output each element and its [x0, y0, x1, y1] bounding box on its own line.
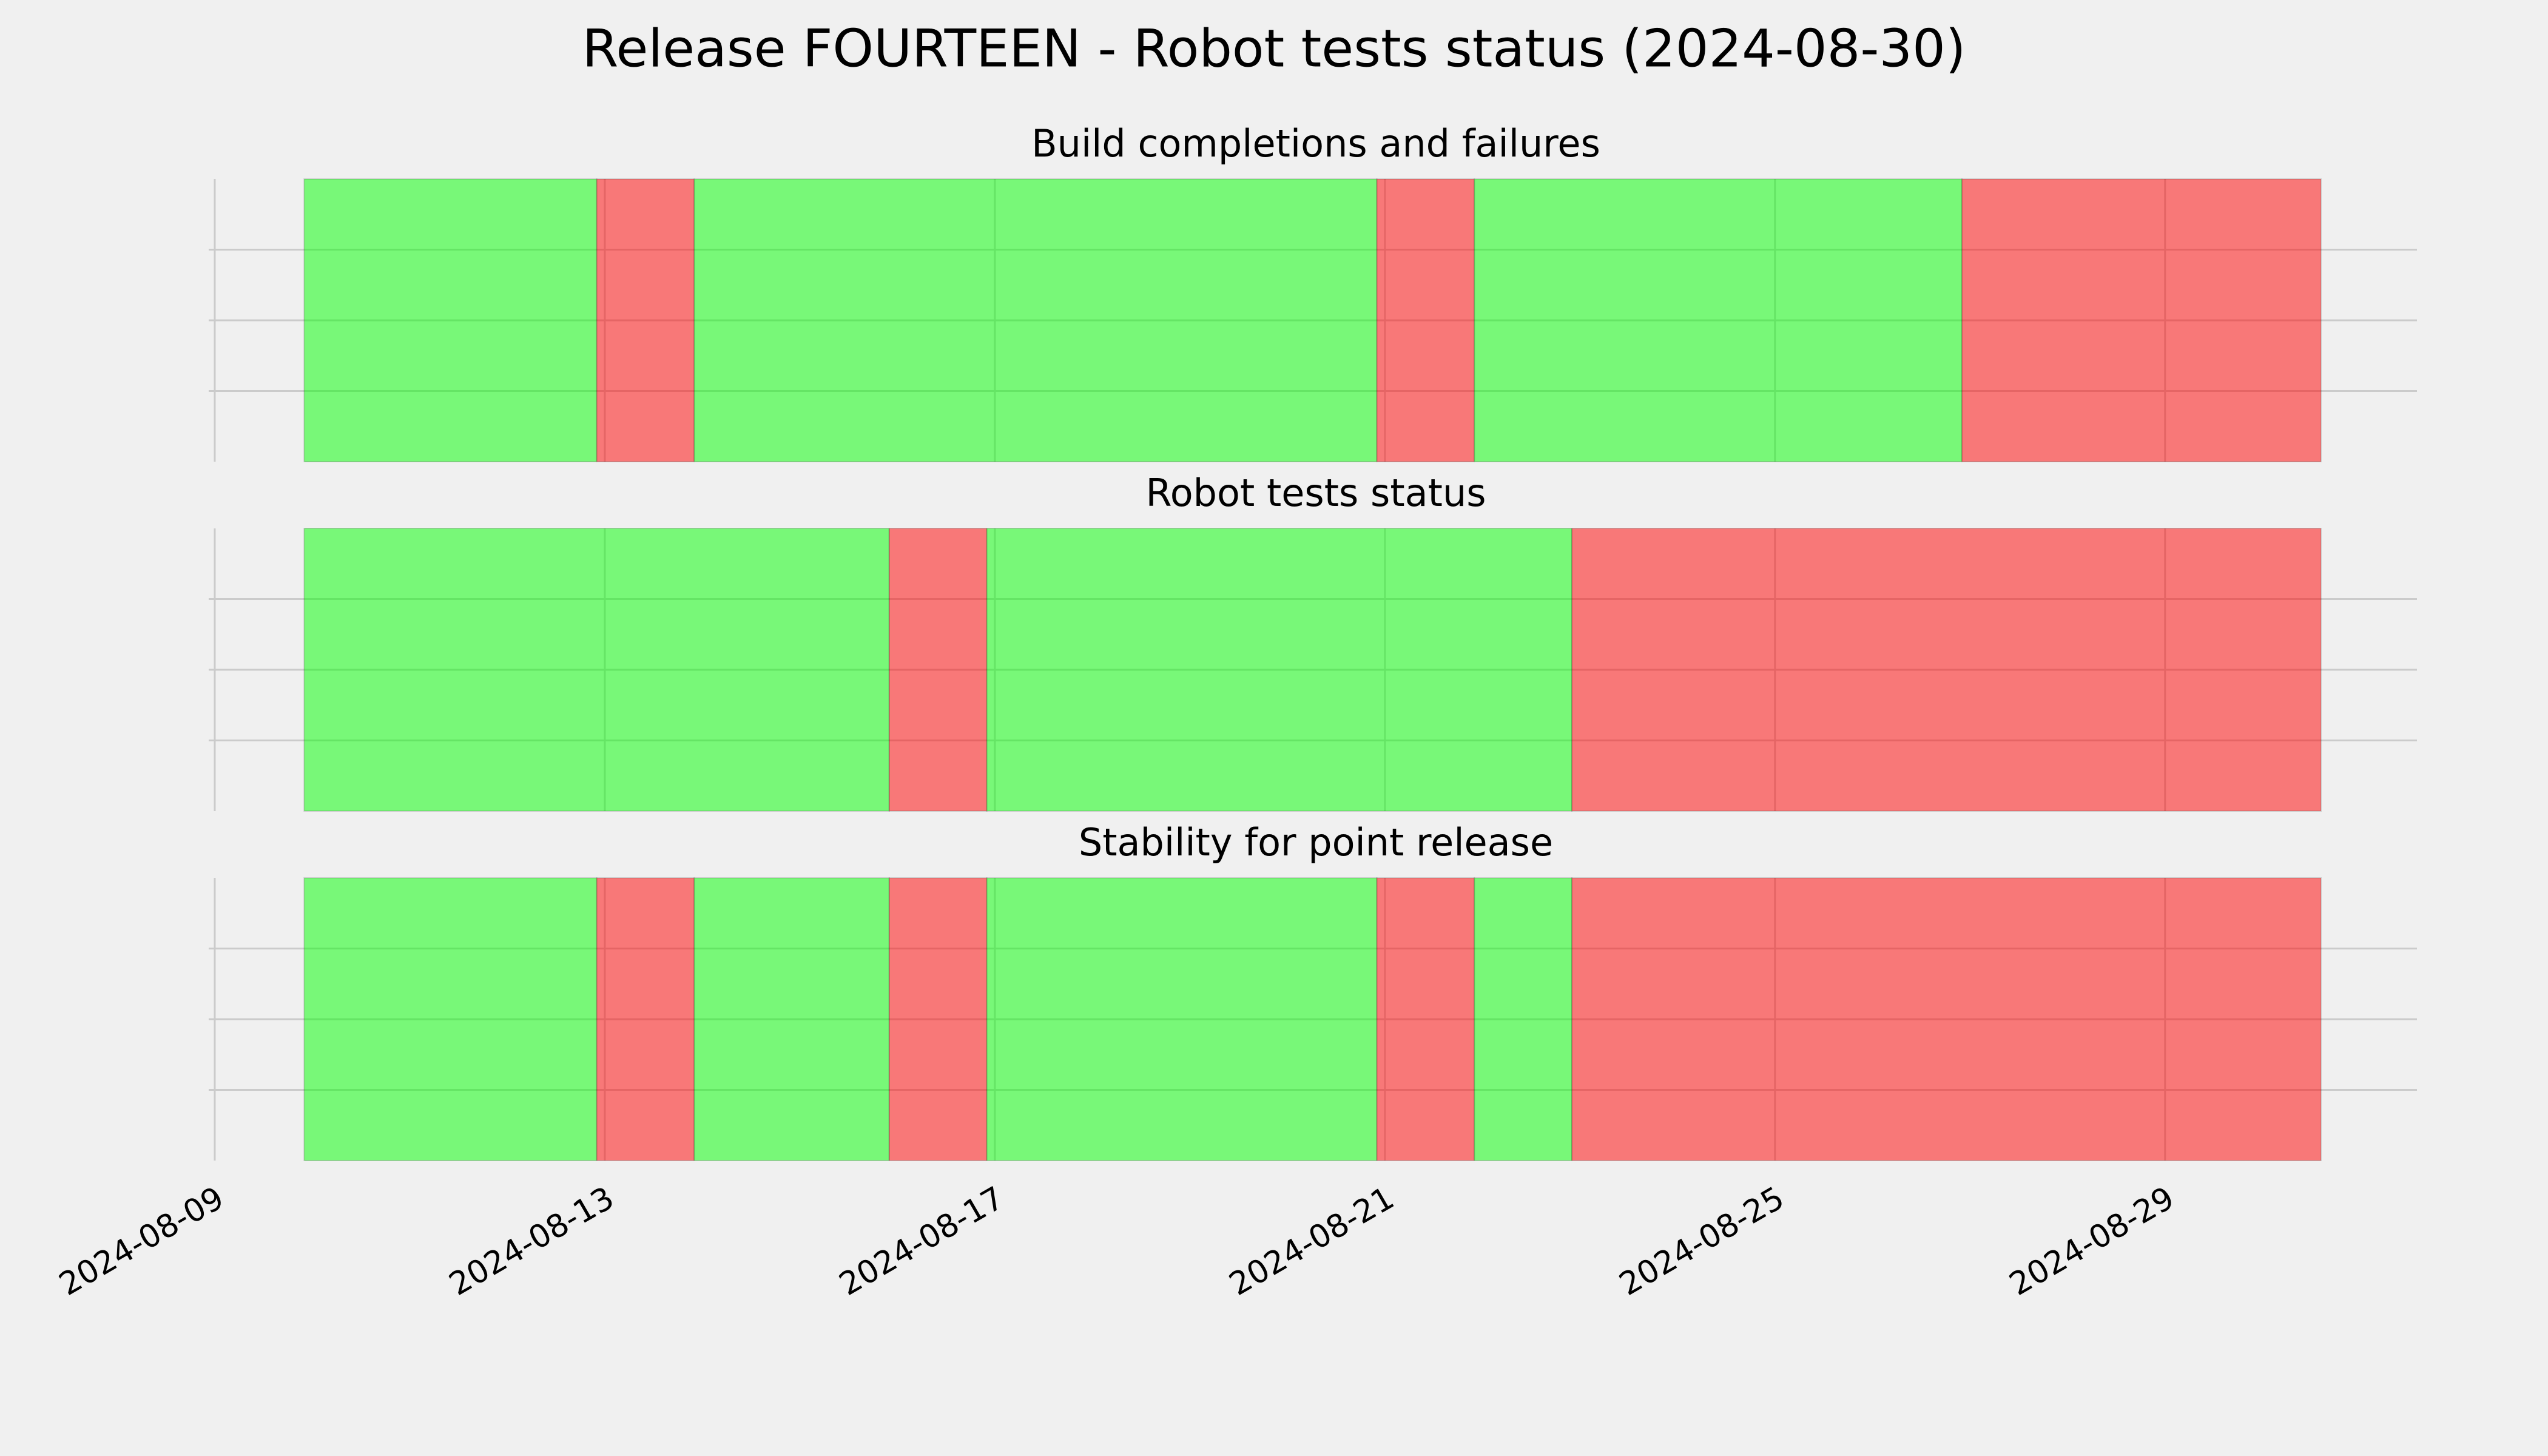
status-span: [1961, 178, 2322, 462]
subplot-title: Build completions and failures: [1031, 121, 1600, 166]
status-span: [888, 877, 988, 1161]
subplot-title: Stability for point release: [1079, 820, 1553, 864]
figure-title: Release FOURTEEN - Robot tests status (2…: [582, 18, 1966, 79]
subplot-title: Robot tests status: [1145, 471, 1486, 515]
status-span: [596, 877, 695, 1161]
status-span: [1571, 528, 2322, 812]
status-span: [693, 178, 1378, 462]
status-span: [596, 178, 695, 462]
status-span: [1474, 178, 1963, 462]
status-span: [1571, 877, 2322, 1161]
status-span: [303, 178, 598, 462]
status-span: [693, 877, 890, 1161]
status-span: [303, 877, 598, 1161]
status-span: [1376, 178, 1475, 462]
status-span: [1376, 877, 1475, 1161]
status-span: [1474, 877, 1572, 1161]
status-span: [888, 528, 988, 812]
status-span: [986, 528, 1572, 812]
status-span: [303, 528, 890, 812]
status-span: [986, 877, 1378, 1161]
